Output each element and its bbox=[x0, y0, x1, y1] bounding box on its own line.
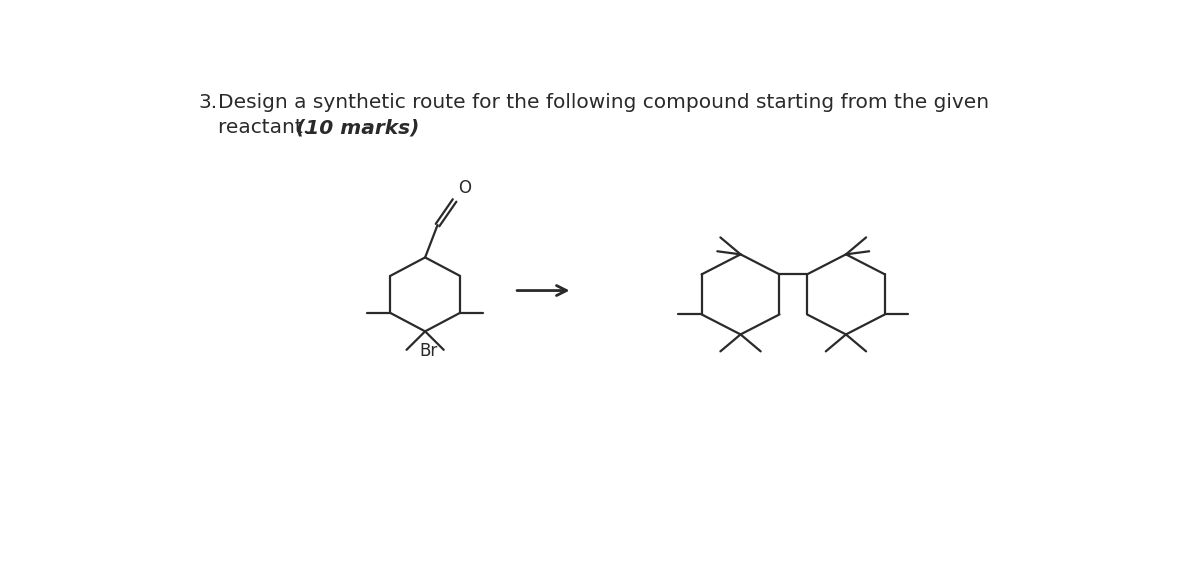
Text: (10 marks): (10 marks) bbox=[295, 118, 419, 137]
Text: reactant.: reactant. bbox=[218, 118, 316, 137]
Text: O: O bbox=[457, 179, 470, 197]
Text: 3.: 3. bbox=[198, 93, 217, 113]
Text: Br: Br bbox=[419, 342, 437, 360]
Text: Design a synthetic route for the following compound starting from the given: Design a synthetic route for the followi… bbox=[218, 93, 989, 113]
